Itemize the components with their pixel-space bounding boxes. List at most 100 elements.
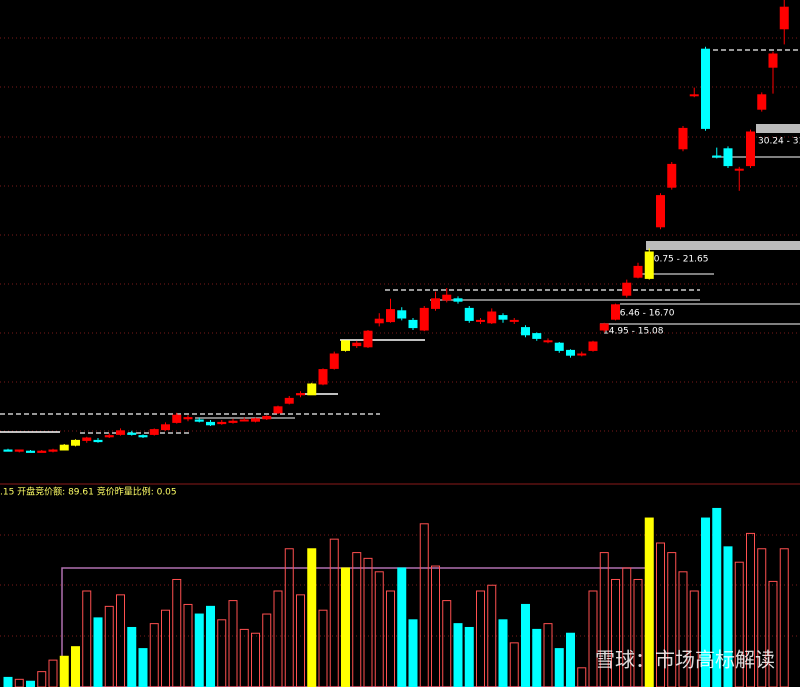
candle-body xyxy=(37,450,47,453)
volume-bar xyxy=(779,548,789,687)
candle-body xyxy=(14,449,24,452)
volume-bar xyxy=(341,567,350,687)
candle-body xyxy=(656,195,665,228)
volume-bar xyxy=(284,548,294,687)
volume-bar xyxy=(476,590,485,687)
volume-bar xyxy=(161,609,170,687)
candle-body xyxy=(566,349,575,356)
range-label: 16.46 - 16.70 xyxy=(614,309,675,319)
candle-body xyxy=(262,415,272,420)
candle-body xyxy=(521,327,530,336)
candle-body xyxy=(318,369,328,385)
candle-body xyxy=(273,406,283,414)
candle-body xyxy=(577,353,587,356)
candle-body xyxy=(239,419,249,422)
volume-bar xyxy=(239,628,249,687)
volume-bar xyxy=(656,542,665,687)
candle-body xyxy=(26,450,35,453)
volume-bar xyxy=(768,580,778,687)
candle-body xyxy=(509,319,519,322)
candle-body xyxy=(487,311,497,324)
volume-bar xyxy=(149,623,159,687)
candle-body xyxy=(352,342,362,347)
candle-body xyxy=(93,439,103,443)
candle-body xyxy=(149,429,159,435)
volume-bar xyxy=(228,600,238,687)
candle-body xyxy=(172,414,182,423)
volume-bar xyxy=(566,632,575,687)
candle-body xyxy=(59,444,69,451)
candle-body xyxy=(599,323,609,331)
candle-body xyxy=(464,307,474,321)
volume-bar xyxy=(127,626,137,687)
candle-body xyxy=(431,298,440,309)
candle-body xyxy=(689,94,699,97)
candle-body xyxy=(138,435,148,438)
candle-body xyxy=(667,163,677,188)
volume-bar xyxy=(251,632,260,687)
volume-bar xyxy=(397,567,407,687)
volume-bar xyxy=(521,603,530,687)
volume-bar xyxy=(48,659,58,687)
indicator-text: .15 开盘竞价额: 89.61 竞价昨量比例: 0.05 xyxy=(0,486,177,498)
volume-bar xyxy=(206,605,215,687)
candle-body xyxy=(779,6,789,30)
candle-body xyxy=(329,353,339,369)
candle-body xyxy=(442,294,452,301)
volume-bar xyxy=(386,590,395,687)
candle-body xyxy=(363,330,373,348)
candle-body xyxy=(498,315,508,320)
volume-bar xyxy=(723,546,733,687)
candle-body xyxy=(633,265,643,278)
range-label: 14.95 - 15.08 xyxy=(603,327,664,337)
volume-bar xyxy=(689,590,699,687)
candle-body xyxy=(82,437,92,441)
volume-bar xyxy=(712,507,722,687)
candle-body xyxy=(397,310,407,319)
volume-bar xyxy=(26,680,35,687)
volume-bar xyxy=(3,676,13,687)
candle-body xyxy=(296,393,305,396)
volume-bar xyxy=(408,619,418,687)
candle-body xyxy=(554,342,564,351)
candle-body xyxy=(611,304,620,320)
volume-bar xyxy=(318,609,328,687)
volume-bar xyxy=(329,538,339,687)
candle-body xyxy=(183,417,193,420)
candle-body xyxy=(723,148,733,167)
candle-body xyxy=(701,48,710,129)
volume-bar xyxy=(734,561,744,687)
candle-body xyxy=(678,127,688,150)
volume-bar xyxy=(104,605,114,687)
range-label: 30.24 - 31 xyxy=(758,137,800,147)
volume-bar xyxy=(554,648,564,687)
volume-bar xyxy=(746,532,755,687)
volume-bar xyxy=(71,646,80,687)
volume-bar xyxy=(453,623,463,687)
candle-body xyxy=(71,439,80,446)
volume-bar xyxy=(498,619,508,687)
candle-body xyxy=(532,333,542,339)
volume-bar xyxy=(262,613,272,687)
candle-body xyxy=(746,131,755,167)
volume-bar xyxy=(374,571,384,687)
candle-body xyxy=(194,419,204,422)
candle-body xyxy=(116,430,125,435)
candle-body xyxy=(3,449,13,452)
candle-body xyxy=(161,424,170,431)
candle-body xyxy=(622,282,632,296)
volume-bar xyxy=(138,648,148,687)
candle-body xyxy=(453,298,463,302)
candle-body xyxy=(386,309,395,323)
volume-bar xyxy=(296,594,305,687)
volume-bar xyxy=(431,565,440,687)
candle-body xyxy=(104,435,114,438)
candle-body xyxy=(757,94,767,110)
volume-bar xyxy=(172,578,182,687)
candle-body xyxy=(206,421,215,426)
volume-bar xyxy=(363,557,373,687)
volume-bar xyxy=(307,548,317,687)
volume-bar xyxy=(217,619,227,687)
watermark: 雪球：市场高标解读 xyxy=(595,648,775,672)
